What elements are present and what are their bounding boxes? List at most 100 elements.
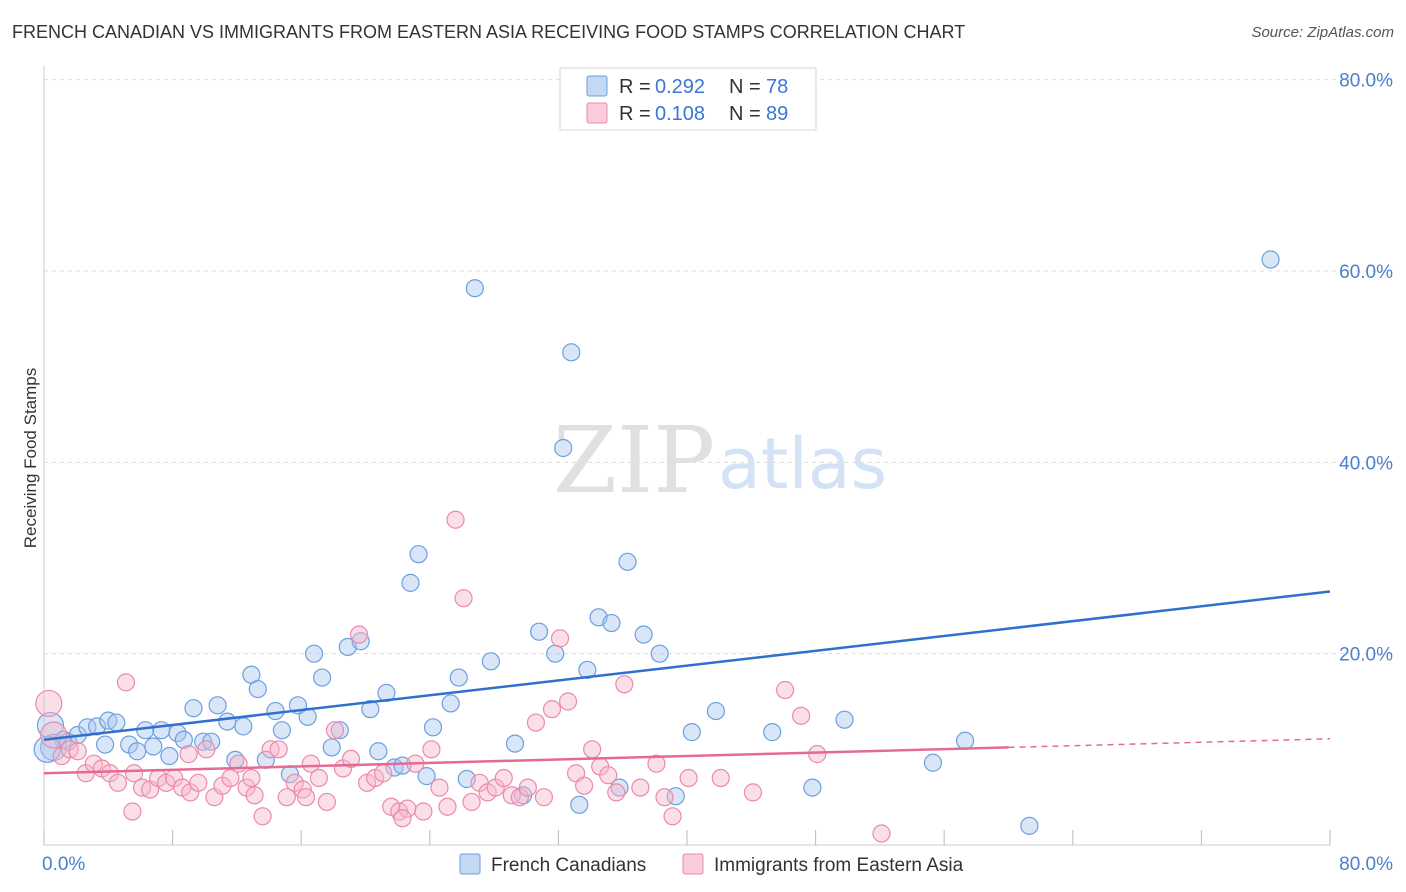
french-canadians-point-38 (351, 632, 370, 651)
eastern-asia-point-48 (422, 740, 441, 759)
french-canadians-point-49 (449, 668, 468, 687)
french-canadians-point-24 (234, 717, 253, 736)
legend-n-label-0: N = (729, 76, 761, 98)
french-canadians-point-12 (136, 721, 155, 740)
french-canadians-point-44 (401, 573, 420, 592)
french-canadians-point-74 (955, 731, 975, 750)
french-canadians-point-47 (423, 718, 443, 737)
french-canadians-point-15 (160, 746, 179, 766)
french-canadians-point-70 (763, 723, 782, 742)
eastern-asia-point-20 (197, 740, 216, 759)
eastern-asia-point-88 (179, 745, 198, 764)
french-canadians-point-39 (361, 700, 380, 719)
eastern-asia-point-33 (301, 754, 320, 773)
legend-n-label-1: N = (729, 103, 761, 125)
eastern-asia-point-19 (189, 773, 208, 792)
french-canadians-point-48 (441, 694, 460, 713)
legend-swatch-pink (586, 102, 608, 124)
x-tick-labels: 0.0% 80.0% (42, 854, 1393, 875)
eastern-asia-point-68 (583, 740, 602, 759)
eastern-asia-point-83 (872, 824, 891, 843)
watermark: ZIP atlas (553, 407, 887, 514)
french-canadians-point-40 (369, 742, 388, 761)
french-canadians-point-46 (417, 767, 436, 786)
watermark-atlas: atlas (718, 423, 887, 505)
legend-n-value-1: 89 (766, 103, 788, 125)
trend-line-eastern-asia-extension (1008, 738, 1331, 749)
y-tick-labels: 20.0% 40.0% 60.0% 80.0% (1339, 71, 1393, 666)
eastern-asia-point-23 (221, 768, 240, 788)
bottom-legend-swatch-pink (682, 853, 704, 875)
eastern-asia-point-62 (534, 788, 554, 807)
french-canadians-point-73 (923, 753, 943, 772)
french-canadians-point-13 (144, 737, 163, 756)
french-canadians-point-56 (546, 644, 565, 663)
french-canadians-point-65 (634, 625, 653, 644)
french-canadians-point-75 (1020, 816, 1039, 835)
eastern-asia-point-67 (575, 776, 594, 795)
eastern-asia-point-39 (349, 625, 369, 644)
bottom-legend: French Canadians Immigrants from Eastern… (459, 853, 964, 876)
x-tick-label-1: 80.0% (1339, 854, 1393, 875)
trend-lines (43, 590, 1331, 775)
eastern-asia-point-78 (711, 768, 730, 788)
eastern-asia-point-47 (414, 802, 433, 821)
french-canadians-point-26 (248, 679, 267, 699)
eastern-asia-point-84 (242, 768, 261, 788)
eastern-asia-point-80 (775, 680, 795, 700)
french-canadians-point-57 (554, 438, 573, 458)
french-canadians-point-11 (128, 742, 147, 761)
french-canadians-point-22 (218, 712, 237, 731)
french-canadians-point-58 (562, 343, 581, 362)
eastern-asia-point-24 (229, 754, 248, 773)
eastern-asia-point-70 (599, 766, 618, 785)
y-tick-label-1: 40.0% (1339, 453, 1393, 474)
legend-r-value-0: 0.292 (655, 76, 705, 98)
y-tick-label-2: 60.0% (1339, 262, 1393, 283)
source-label: Source: ZipAtlas.com (1251, 24, 1394, 41)
legend-r-label-1: R = (619, 103, 651, 125)
eastern-asia-point-49 (430, 778, 449, 797)
eastern-asia-point-42 (374, 764, 393, 783)
eastern-asia-point-71 (607, 783, 626, 802)
series-immigrants-eastern-asia (35, 510, 891, 843)
eastern-asia-point-1 (40, 721, 68, 749)
eastern-asia-point-50 (438, 797, 457, 816)
eastern-asia-point-57 (494, 768, 513, 788)
x-tick-label-0: 0.0% (42, 854, 85, 875)
eastern-asia-point-11 (124, 764, 144, 783)
french-canadians-point-51 (465, 279, 484, 298)
french-canadians-point-33 (304, 644, 324, 663)
eastern-asia-point-0 (35, 689, 63, 718)
chart-title: FRENCH CANADIAN VS IMMIGRANTS FROM EASTE… (12, 22, 966, 42)
eastern-asia-point-38 (341, 749, 361, 769)
french-canadians-point-34 (312, 668, 332, 687)
legend-n-value-0: 78 (766, 76, 788, 98)
french-canadians-point-68 (682, 723, 701, 742)
eastern-asia-point-26 (245, 786, 264, 805)
grid-lines (44, 79, 1392, 655)
eastern-asia-point-72 (615, 675, 634, 694)
french-canadians-point-64 (618, 552, 637, 571)
eastern-asia-point-85 (296, 788, 316, 807)
eastern-asia-point-60 (518, 778, 537, 797)
french-canadians-point-35 (322, 738, 341, 757)
eastern-asia-point-63 (542, 700, 562, 719)
watermark-zip: ZIP (553, 407, 715, 514)
eastern-asia-point-36 (325, 721, 345, 740)
bottom-legend-label-1: Immigrants from Eastern Asia (714, 855, 964, 876)
legend-r-label-0: R = (619, 76, 651, 98)
french-canadians-point-29 (272, 721, 292, 740)
legend-swatch-blue (586, 75, 608, 97)
french-canadians-point-7 (95, 735, 115, 754)
bottom-legend-swatch-blue (459, 853, 481, 875)
eastern-asia-point-87 (123, 802, 142, 821)
french-canadians-point-72 (835, 710, 854, 729)
eastern-asia-point-29 (269, 740, 288, 759)
french-canadians-point-71 (803, 778, 822, 797)
eastern-asia-point-9 (108, 773, 128, 792)
french-canadians-point-59 (570, 795, 589, 814)
eastern-asia-point-52 (454, 589, 473, 608)
eastern-asia-point-30 (277, 788, 296, 807)
trend-line-french-canadians (43, 590, 1331, 742)
